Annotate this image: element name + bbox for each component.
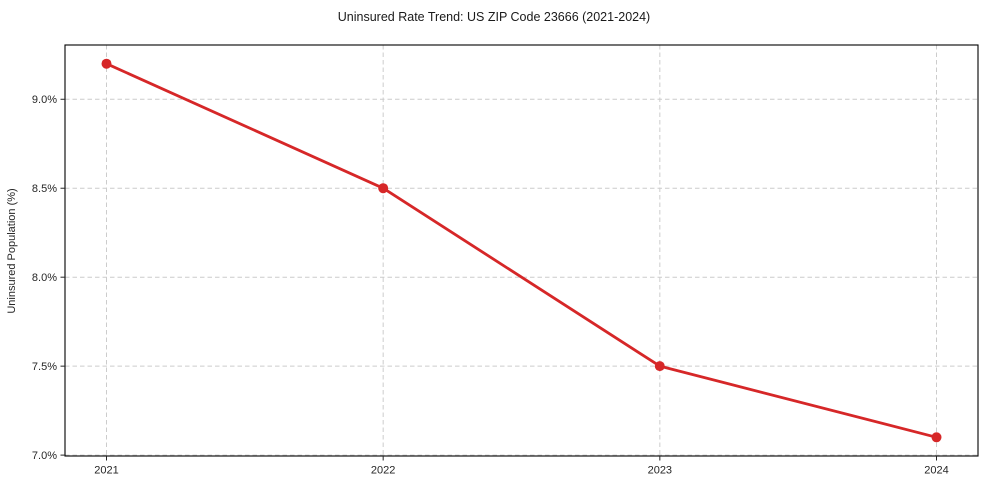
trend-line [105,62,938,439]
x-tick-label: 2024 [924,465,948,477]
y-tick-label: 8.0% [32,272,57,284]
plot-border [64,44,979,457]
gridlines [65,45,978,456]
data-point-marker [101,58,112,69]
y-tick-label: 7.0% [32,450,57,462]
y-axis-label: Uninsured Population (%) [6,188,18,313]
y-tick-label: 8.5% [32,183,57,195]
data-series [101,58,942,443]
data-point-marker [654,361,665,372]
x-tick-label: 2023 [648,465,672,477]
axis-ticks: 2021 2022 2023 2024 7.0% 7.5% 8.0% 8.5% 9.0% [32,94,949,476]
x-tick-label: 2021 [94,465,118,477]
chart-title: Uninsured Rate Trend: US ZIP Code 23666 … [338,10,650,24]
data-point-marker [931,432,942,443]
y-tick-label: 7.5% [32,361,57,373]
x-tick-label: 2022 [371,465,395,477]
data-point-marker [378,183,389,194]
y-tick-label: 9.0% [32,94,57,106]
